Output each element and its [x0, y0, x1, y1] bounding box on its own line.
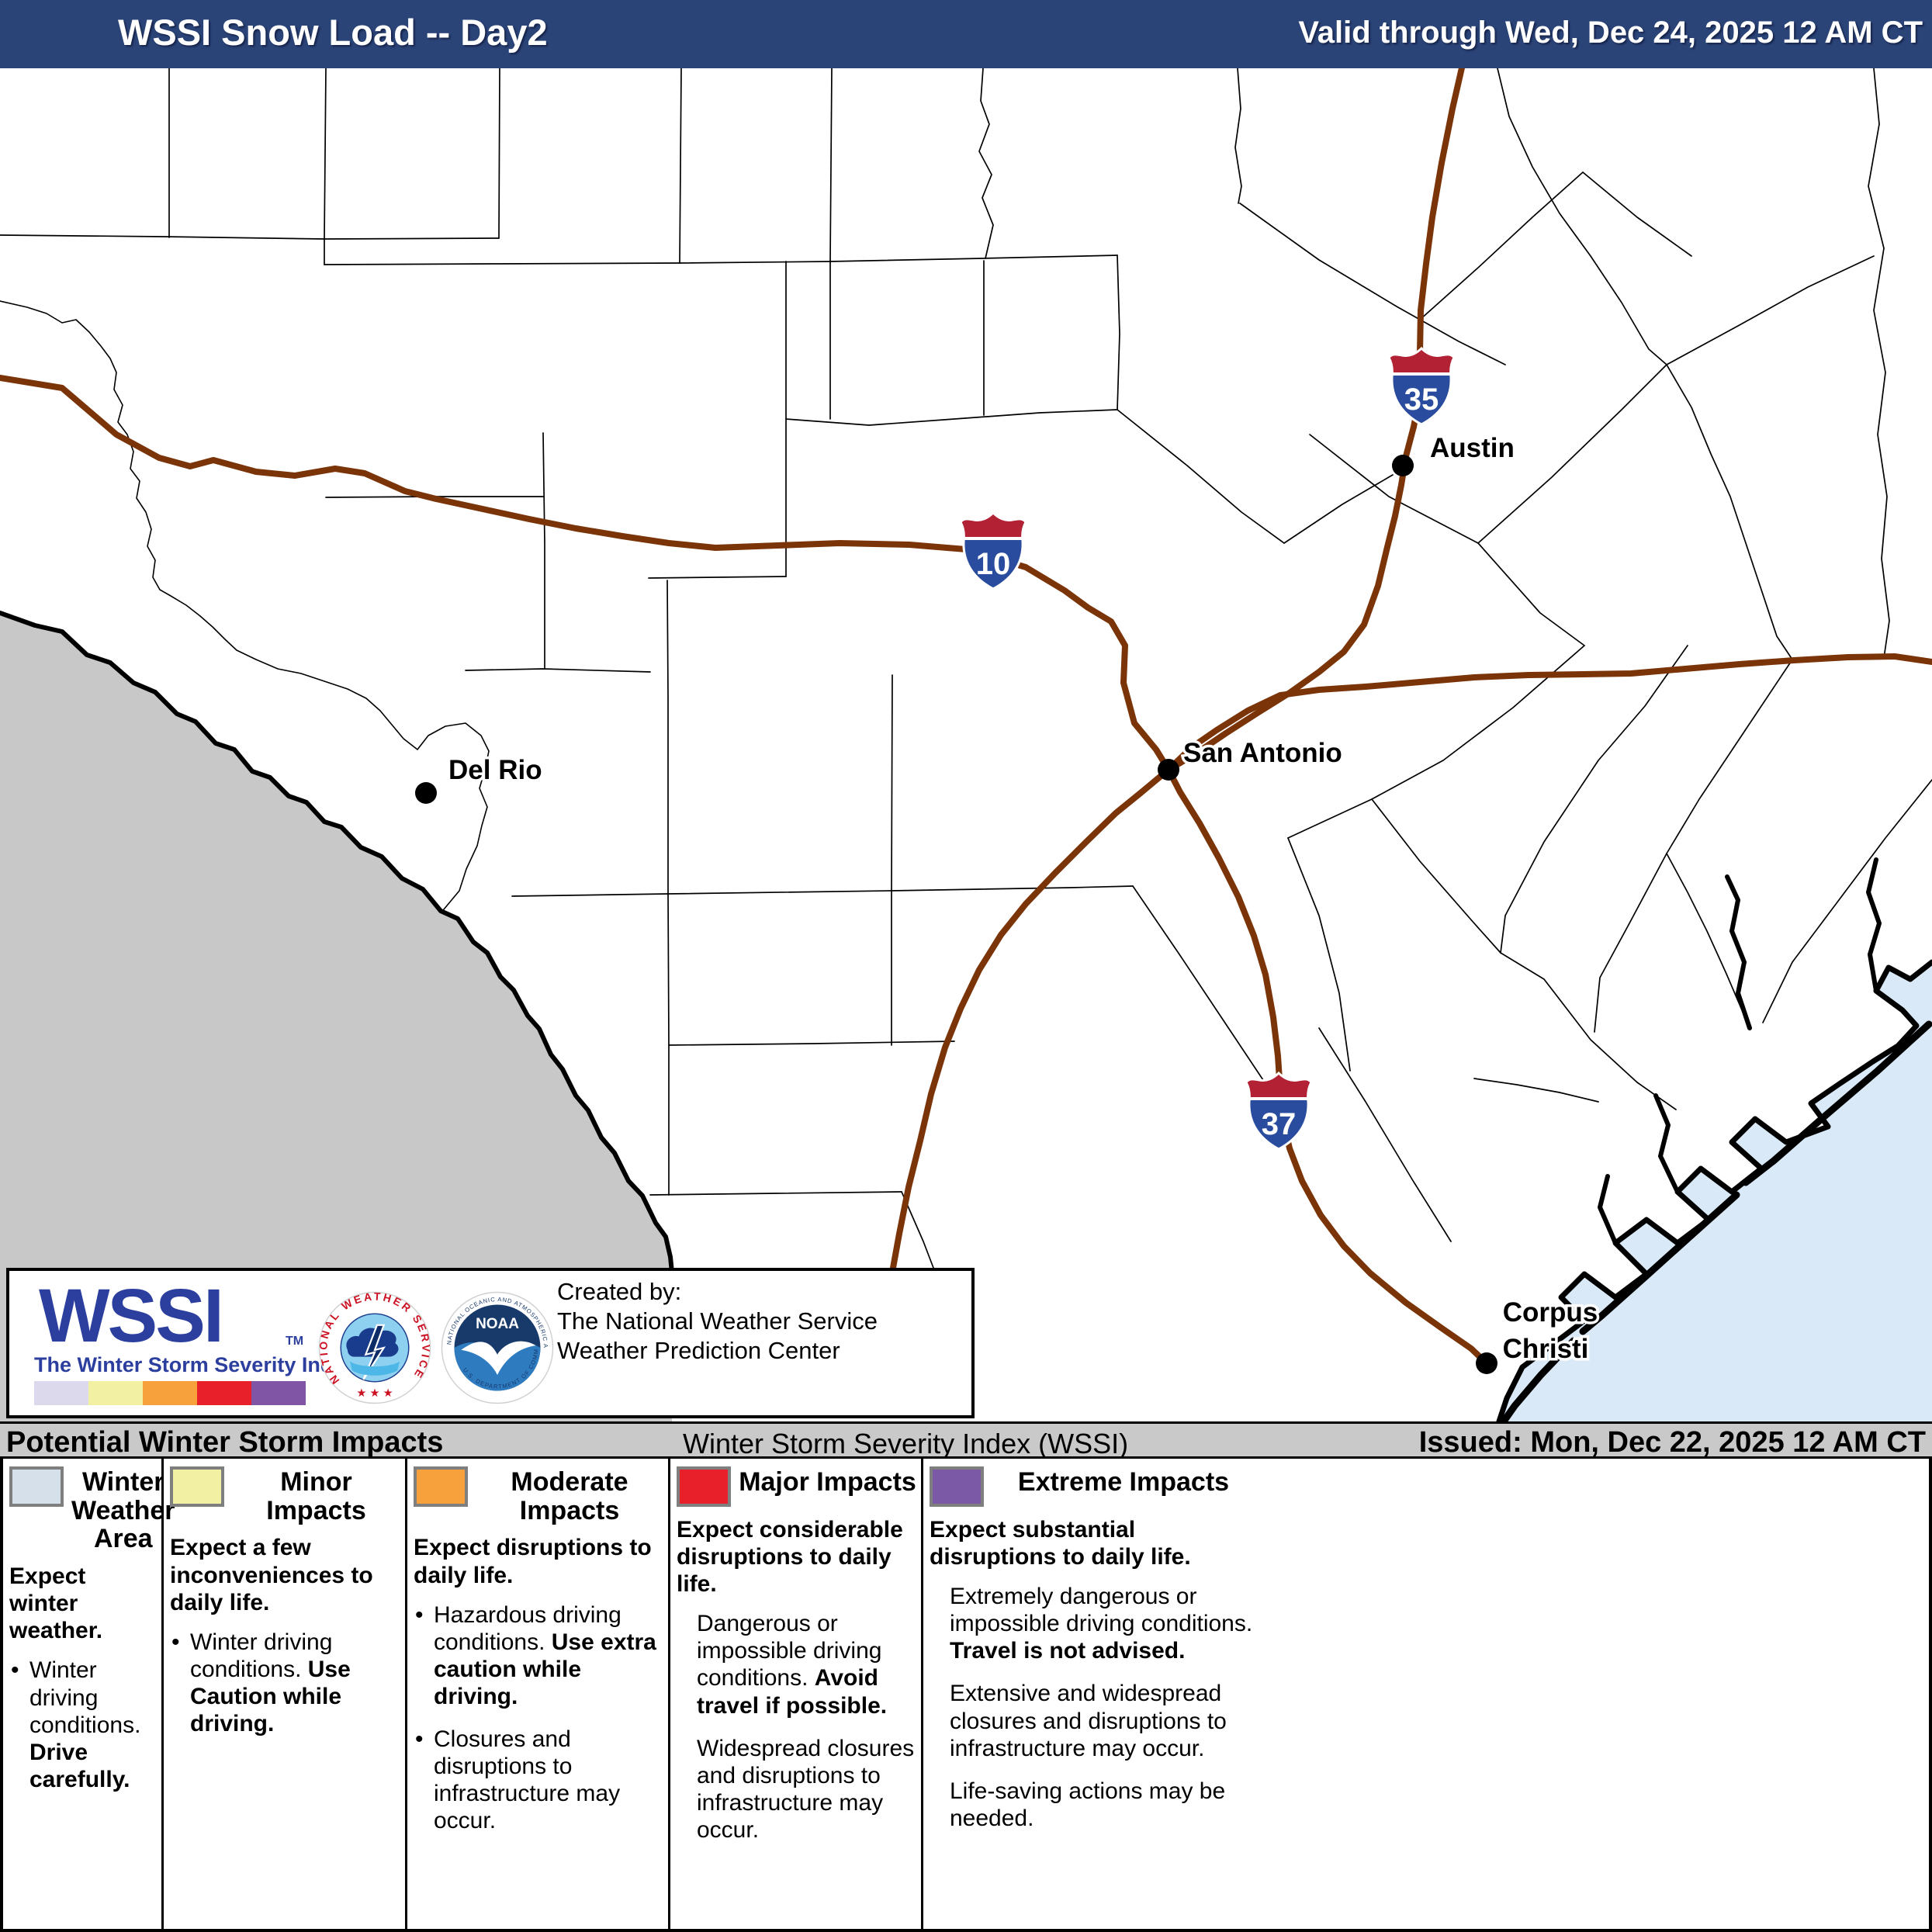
impacts-bar-title: Potential Winter Storm Impacts — [6, 1426, 444, 1459]
valid-through-text: Valid through Wed, Dec 24, 2025 12 AM CT — [1298, 16, 1923, 50]
moderate-title: Moderate Impacts — [511, 1467, 628, 1525]
noaa-label: NOAA — [476, 1316, 519, 1332]
major-items: Dangerous or impossible driving conditio… — [670, 1610, 921, 1844]
minor-title: Minor Impacts — [266, 1467, 366, 1525]
legend-item: Extensive and widespread closures and di… — [950, 1681, 1227, 1761]
chip-major — [197, 1381, 251, 1405]
extreme-lead: Expect substantial disruptions to daily … — [930, 1517, 1191, 1570]
nws-logo-icon: NATIONAL WEATHER SERVICE ★ ★ ★ — [318, 1291, 431, 1404]
legend-column-winter-weather: Winter Weather Area Expect winter weathe… — [3, 1459, 175, 1932]
highway-i35-south — [890, 767, 1172, 1271]
legend-column-moderate: Moderate Impacts Expect disruptions to d… — [407, 1459, 670, 1932]
highway-i35-north — [1165, 68, 1465, 773]
map-canvas: 35 10 37 Austin San Antonio Del Rio Corp… — [0, 68, 1932, 1421]
wssi-tm-mark: TM — [286, 1335, 304, 1348]
chip-extreme — [251, 1381, 306, 1405]
moderate-swatch — [414, 1466, 468, 1507]
moderate-lead: Expect disruptions to daily life. — [414, 1535, 652, 1588]
highways — [0, 68, 1932, 1366]
created-by-line3: Weather Prediction Center — [557, 1337, 840, 1365]
corpus-christi-dot — [1476, 1352, 1497, 1374]
legend-item: Winter driving conditions. Drive careful… — [9, 1657, 157, 1792]
highway-i10-east — [1165, 653, 1932, 773]
legend-item: Closures and disruptions to infrastructu… — [414, 1726, 663, 1834]
created-by-block: Created by: The National Weather Service… — [557, 1277, 878, 1366]
wssi-tagline: The Winter Storm Severity Index — [34, 1353, 357, 1376]
created-by-line2: The National Weather Service — [557, 1307, 878, 1335]
page-title: WSSI Snow Load -- Day2 — [118, 12, 548, 53]
mexico-area — [0, 613, 672, 1421]
legend-item: Widespread closures and disruptions to i… — [697, 1735, 915, 1843]
legend-column-major: Major Impacts Expect considerable disrup… — [670, 1459, 923, 1932]
legend-item: Winter driving conditions. Use Caution w… — [170, 1629, 400, 1737]
city-markers: Austin San Antonio Del Rio Corpus Christ… — [415, 431, 1601, 1374]
legend-item: Dangerous or impossible driving conditio… — [697, 1611, 888, 1719]
issued-text: Issued: Mon, Dec 22, 2025 12 AM CT — [1418, 1426, 1926, 1459]
impacts-title-bar: Potential Winter Storm Impacts Winter St… — [0, 1421, 1932, 1459]
chip-winter-weather — [34, 1381, 88, 1405]
rio-grande-border — [0, 611, 674, 1275]
legend-item: Hazardous driving conditions. Use extra … — [414, 1601, 663, 1710]
river-lines — [0, 300, 490, 910]
austin-label: Austin — [1430, 433, 1515, 463]
legend-item: Extremely dangerous or impossible drivin… — [950, 1584, 1253, 1664]
weather-map: 35 10 37 Austin San Antonio Del Rio Corp… — [0, 68, 1932, 1421]
chip-moderate — [143, 1381, 197, 1405]
wssi-logo-text: WSSI — [39, 1273, 224, 1358]
coastline — [1496, 857, 1932, 1421]
moderate-items: Hazardous driving conditions. Use extra … — [407, 1601, 668, 1835]
extreme-swatch — [930, 1466, 984, 1507]
shield-35-number: 35 — [1404, 383, 1439, 417]
del-rio-label: Del Rio — [448, 755, 542, 785]
major-swatch — [677, 1466, 731, 1507]
impacts-bar-subtitle: Winter Storm Severity Index (WSSI) — [683, 1428, 1129, 1459]
county-boundaries — [0, 68, 1932, 1269]
winter-weather-title: Winter Weather Area — [71, 1467, 175, 1554]
wssi-severity-chips — [34, 1381, 306, 1405]
highway-i10-west — [0, 375, 1172, 773]
minor-items: Winter driving conditions. Use Caution w… — [164, 1629, 405, 1737]
minor-lead: Expect a few inconveniences to daily lif… — [170, 1535, 373, 1615]
legend-column-extreme: Extreme Impacts Expect substantial disru… — [923, 1459, 1932, 1932]
header-bar: WSSI Snow Load -- Day2 Valid through Wed… — [0, 0, 1932, 68]
corpus-christi-label-line1: Corpus — [1503, 1297, 1598, 1328]
chip-minor — [88, 1381, 143, 1405]
san-antonio-label: San Antonio — [1183, 738, 1342, 768]
nws-stars: ★ ★ ★ — [356, 1387, 393, 1400]
major-lead: Expect considerable disruptions to daily… — [677, 1517, 903, 1598]
minor-swatch — [170, 1466, 224, 1507]
san-antonio-dot — [1158, 759, 1179, 781]
del-rio-dot — [415, 782, 437, 804]
major-title: Major Impacts — [739, 1467, 916, 1497]
austin-dot — [1392, 455, 1414, 476]
winter-weather-items: Winter driving conditions. Drive careful… — [3, 1657, 161, 1792]
shield-37-number: 37 — [1262, 1107, 1297, 1141]
shield-10-number: 10 — [976, 547, 1011, 581]
corpus-christi-label-line2: Christi — [1503, 1334, 1589, 1364]
noaa-logo-icon: NOAA NATIONAL OCEANIC AND ATMOSPHERIC AD… — [441, 1291, 554, 1404]
extreme-title: Extreme Impacts — [1017, 1467, 1230, 1497]
legend-column-minor: Minor Impacts Expect a few inconvenience… — [164, 1459, 407, 1932]
wssi-logo-box: WSSI TM The Winter Storm Severity Index … — [6, 1268, 975, 1418]
winter-weather-lead: Expect winter weather. — [9, 1563, 103, 1644]
legend-item: Life-saving actions may be needed. — [950, 1778, 1226, 1831]
winter-weather-swatch — [9, 1466, 64, 1507]
created-by-line1: Created by: — [557, 1278, 682, 1305]
impacts-legend: Winter Weather Area Expect winter weathe… — [0, 1459, 1932, 1932]
extreme-items: Extremely dangerous or impossible drivin… — [923, 1583, 1260, 1832]
